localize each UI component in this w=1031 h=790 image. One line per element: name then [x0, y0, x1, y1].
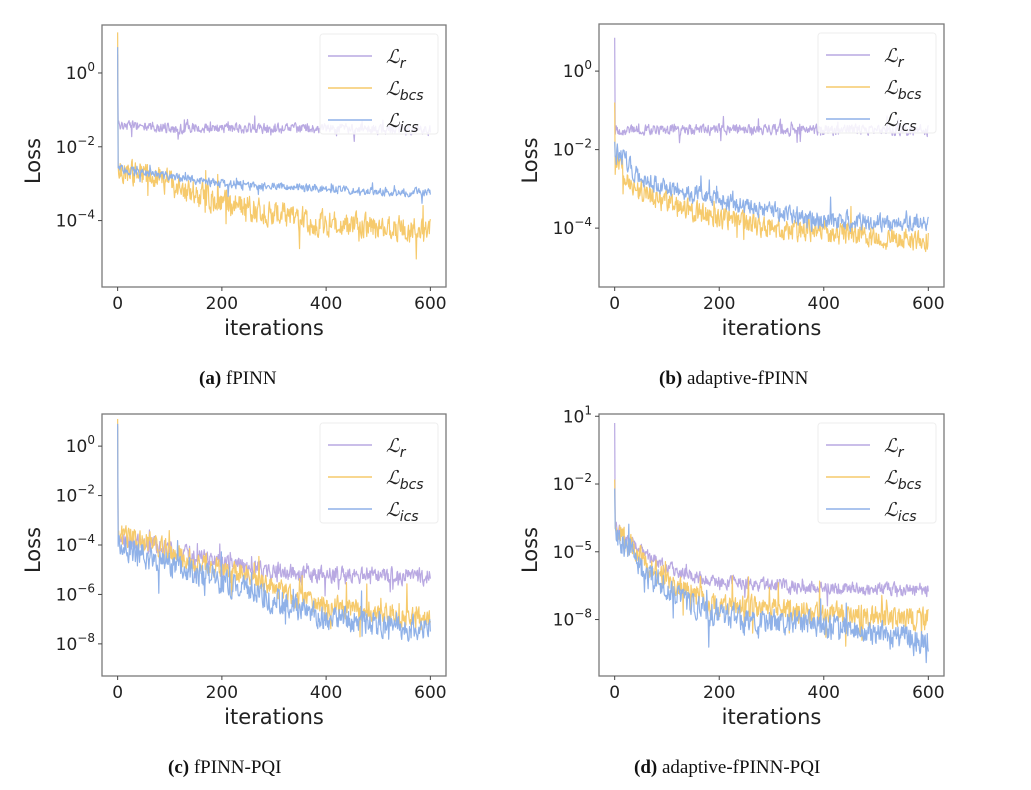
x-tick-label: 600 [912, 683, 944, 703]
caption-text: fPINN [221, 368, 277, 389]
series-line-l-ics [614, 488, 929, 664]
x-axis-label: iterations [224, 316, 324, 340]
y-tick-label: 10−2 [56, 483, 95, 507]
y-tick-label: 100 [563, 58, 592, 82]
legend-label: ℒr [386, 435, 407, 461]
legend: ℒr ℒbcs ℒics [817, 32, 937, 135]
legend: ℒr ℒbcs ℒics [319, 422, 439, 525]
plot-area [117, 418, 431, 642]
y-tick-label: 10−2 [56, 134, 95, 158]
x-axis-label: iterations [722, 316, 822, 340]
legend-label: ℒics [884, 109, 917, 135]
legend-label: ℒbcs [386, 467, 424, 493]
y-tick-label: 10−5 [553, 539, 592, 563]
axes-frame [598, 413, 945, 677]
axes-frame [598, 23, 945, 288]
y-tick-label: 10−4 [56, 208, 95, 232]
x-tick-label: 400 [310, 294, 342, 314]
y-axis-label: Loss [21, 527, 45, 573]
series-line-l-bcs [117, 32, 431, 260]
caption-c: (c) fPINN-PQI [168, 757, 281, 779]
x-tick-label: 400 [808, 294, 840, 314]
y-tick-label: 100 [66, 60, 95, 84]
x-axis-label: iterations [722, 705, 822, 729]
legend: ℒr ℒbcs ℒics [817, 422, 937, 525]
x-tick-label: 0 [112, 294, 123, 314]
caption-text: adaptive-fPINN [682, 368, 809, 389]
x-tick-label: 0 [112, 683, 123, 703]
y-tick-label: 101 [563, 403, 592, 427]
y-tick-label: 10−2 [553, 137, 592, 161]
chart-panel-d: 0 200 400 600 101 10−2 10−5 10−8 iterations Loss ℒ… [518, 403, 945, 729]
y-tick-label: 10−4 [553, 215, 592, 239]
legend-frame [817, 32, 937, 134]
chart-panel-a: 0 200 400 600 100 10−2 10−4 iterations Loss ℒr ℒbc… [21, 24, 447, 340]
caption-a: (a) fPINN [199, 368, 277, 390]
legend-label: ℒr [884, 435, 905, 461]
legend-frame [319, 33, 439, 135]
x-tick-label: 400 [310, 683, 342, 703]
caption-text: fPINN-PQI [189, 757, 282, 778]
x-tick-label: 600 [414, 683, 446, 703]
caption-tag: (c) [168, 757, 190, 778]
axes-frame [101, 24, 447, 288]
x-tick-label: 400 [808, 683, 840, 703]
caption-text: adaptive-fPINN-PQI [657, 757, 821, 778]
legend-label: ℒbcs [386, 78, 424, 104]
legend-label: ℒics [386, 499, 419, 525]
series-line-l-ics [614, 141, 929, 233]
legend-label: ℒr [386, 46, 407, 72]
x-tick-label: 200 [206, 683, 238, 703]
chart-panel-b: 0 200 400 600 100 10−2 10−4 iterations Loss ℒr ℒbc… [518, 23, 945, 340]
legend-label: ℒbcs [884, 467, 922, 493]
y-axis-label: Loss [518, 527, 542, 573]
x-tick-label: 600 [912, 294, 944, 314]
series-line-l-ics [117, 423, 431, 642]
y-tick-label: 10−8 [56, 631, 95, 655]
x-tick-label: 200 [206, 294, 238, 314]
y-tick-label: 10−6 [56, 581, 95, 605]
x-tick-label: 0 [609, 683, 620, 703]
caption-d: (d) adaptive-fPINN-PQI [634, 757, 820, 779]
legend-label: ℒics [386, 110, 419, 136]
x-tick-label: 200 [703, 683, 735, 703]
x-axis-label: iterations [224, 705, 324, 729]
plot-area [614, 423, 929, 664]
series-line-l-bcs [614, 102, 929, 253]
legend-label: ℒbcs [884, 77, 922, 103]
legend-label: ℒics [884, 499, 917, 525]
series-line-l-bcs [117, 418, 431, 638]
series-line-l-ics [117, 47, 431, 204]
legend-label: ℒr [884, 45, 905, 71]
caption-tag: (d) [634, 757, 658, 778]
caption-tag: (a) [199, 368, 222, 389]
x-tick-label: 600 [414, 294, 446, 314]
legend: ℒr ℒbcs ℒics [319, 33, 439, 136]
y-axis-label: Loss [21, 138, 45, 184]
x-tick-label: 0 [609, 294, 620, 314]
y-tick-label: 10−4 [56, 532, 95, 556]
y-axis-label: Loss [518, 137, 542, 183]
y-tick-label: 10−8 [553, 607, 592, 631]
series-line-l-r [614, 423, 929, 607]
legend-frame [319, 422, 439, 524]
y-tick-label: 10−2 [553, 471, 592, 495]
caption-b: (b) adaptive-fPINN [659, 368, 808, 390]
y-tick-label: 100 [66, 433, 95, 457]
chart-panel-c: 0 200 400 600 100 10−2 10−4 10−6 10−8 iterations L… [21, 413, 447, 729]
x-tick-label: 200 [703, 294, 735, 314]
caption-tag: (b) [659, 368, 683, 389]
legend-frame [817, 422, 937, 524]
